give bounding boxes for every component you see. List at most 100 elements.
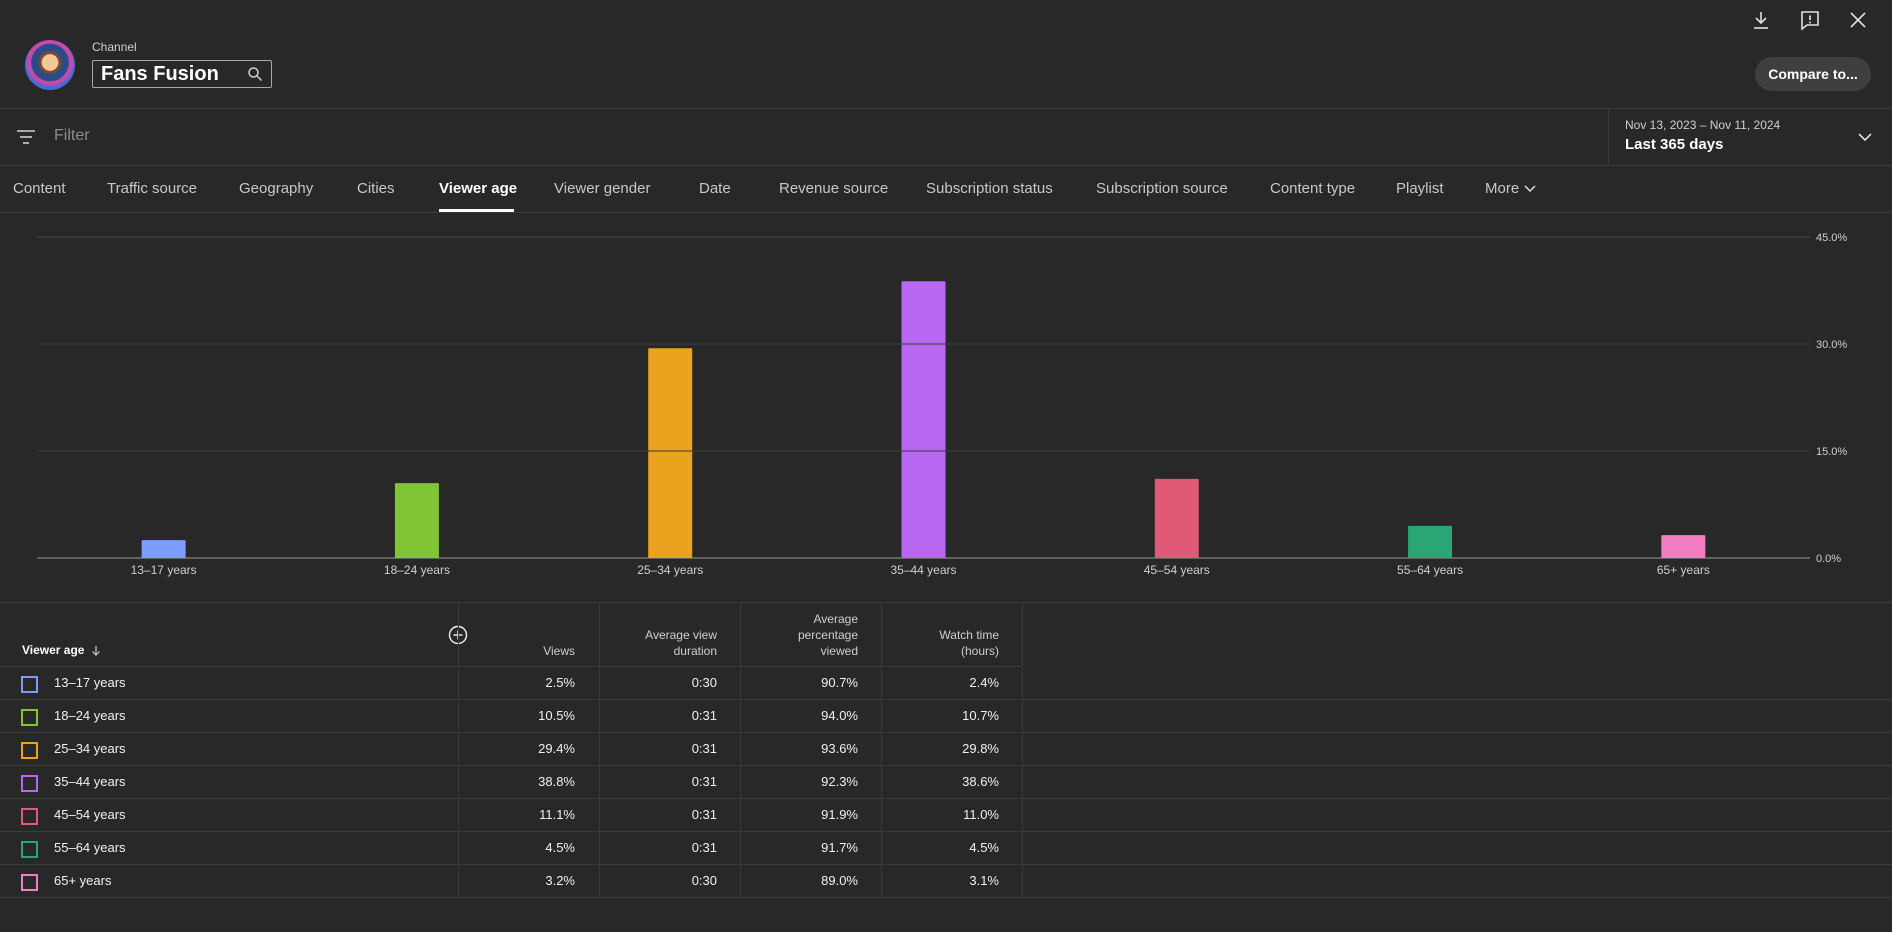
cell-avg-percentage-viewed: 91.9% xyxy=(821,807,858,822)
filter-input[interactable]: Filter xyxy=(54,127,90,144)
feedback-icon[interactable] xyxy=(1798,8,1822,32)
date-range-selector[interactable]: Nov 13, 2023 – Nov 11, 2024 Last 365 day… xyxy=(1608,109,1892,165)
download-icon[interactable] xyxy=(1749,8,1773,32)
series-checkbox[interactable] xyxy=(21,676,38,693)
x-tick-label: 45–54 years xyxy=(1144,563,1210,577)
tab-subscription-status[interactable]: Subscription status xyxy=(926,180,1053,197)
row-label: 18–24 years xyxy=(54,708,126,723)
bar[interactable] xyxy=(901,281,946,558)
filter-bar: Filter Nov 13, 2023 – Nov 11, 2024 Last … xyxy=(0,109,1892,166)
cell-avg-view-duration: 0:31 xyxy=(691,840,717,855)
tab-more[interactable]: More xyxy=(1485,180,1537,197)
cell-avg-view-duration: 0:30 xyxy=(691,873,717,888)
cell-avg-view-duration: 0:31 xyxy=(691,708,717,723)
tab-geography[interactable]: Geography xyxy=(239,180,314,197)
cell-avg-percentage-viewed: 89.0% xyxy=(821,873,858,888)
series-checkbox[interactable] xyxy=(21,775,38,792)
table-body: 13–17 years 2.5% 0:30 90.7% 2.4% 18–24 years 1… xyxy=(0,667,1892,898)
bar[interactable] xyxy=(394,483,439,558)
viewer-age-chart: 0.0% 15.0% 30.0% 45.0% 13–17 years 18–24 year… xyxy=(37,232,1847,577)
bar[interactable] xyxy=(648,348,693,558)
column-divider xyxy=(881,603,882,896)
tab-more-label: More xyxy=(1485,180,1520,197)
tab-cities[interactable]: Cities xyxy=(357,180,395,197)
column-header-views[interactable]: Views xyxy=(543,644,575,658)
row-divider xyxy=(1022,831,1892,832)
cell-views: 29.4% xyxy=(538,741,575,756)
chevron-down-icon[interactable] xyxy=(1857,129,1873,145)
date-period-text: Last 365 days xyxy=(1625,136,1724,153)
table-row[interactable]: 35–44 years 38.8% 0:31 92.3% 38.6% xyxy=(0,766,1892,799)
filter-icon[interactable] xyxy=(15,128,37,146)
row-label: 65+ years xyxy=(54,873,112,888)
compare-button[interactable]: Compare to... xyxy=(1755,57,1871,91)
bar[interactable] xyxy=(1154,478,1199,558)
series-checkbox[interactable] xyxy=(21,709,38,726)
column-header-label: Viewer age xyxy=(22,643,85,657)
row-divider xyxy=(1022,699,1892,700)
table-row[interactable]: 65+ years 3.2% 0:30 89.0% 3.1% xyxy=(0,865,1892,898)
column-header-avg-percentage-viewed[interactable]: Average percentage viewed xyxy=(797,612,858,658)
arrow-down-icon xyxy=(92,645,101,656)
tab-viewer-gender[interactable]: Viewer gender xyxy=(554,180,651,197)
tab-content[interactable]: Content xyxy=(13,180,66,197)
cell-avg-view-duration: 0:31 xyxy=(691,807,717,822)
cell-views: 3.2% xyxy=(545,873,575,888)
data-table: Viewer age Views Average view duration A… xyxy=(0,603,1892,898)
bar[interactable] xyxy=(1408,525,1453,558)
table-row[interactable]: 25–34 years 29.4% 0:31 93.6% 29.8% xyxy=(0,733,1892,766)
divider xyxy=(0,602,1892,603)
y-tick-label: 30.0% xyxy=(1816,339,1847,351)
column-divider xyxy=(599,603,600,896)
series-checkbox[interactable] xyxy=(21,808,38,825)
row-divider xyxy=(1022,798,1892,799)
row-label: 35–44 years xyxy=(54,774,126,789)
series-checkbox[interactable] xyxy=(21,874,38,891)
tab-revenue-source[interactable]: Revenue source xyxy=(779,180,889,197)
table-row[interactable]: 55–64 years 4.5% 0:31 91.7% 4.5% xyxy=(0,832,1892,865)
tab-viewer-age[interactable]: Viewer age xyxy=(439,180,518,197)
cell-watch-time: 38.6% xyxy=(962,774,999,789)
header-bar: Channel Fans Fusion Compare to... xyxy=(0,0,1892,109)
table-header: Viewer age Views Average view duration A… xyxy=(0,603,1022,667)
cell-views: 11.1% xyxy=(539,807,575,822)
table-row[interactable]: 18–24 years 10.5% 0:31 94.0% 10.7% xyxy=(0,700,1892,733)
column-header-avg-view-duration[interactable]: Average view duration xyxy=(645,628,717,658)
tab-traffic-source[interactable]: Traffic source xyxy=(107,180,198,197)
x-tick-label: 55–64 years xyxy=(1397,563,1463,577)
cell-views: 2.5% xyxy=(545,675,575,690)
cell-avg-view-duration: 0:30 xyxy=(691,675,717,690)
date-range-text: Nov 13, 2023 – Nov 11, 2024 xyxy=(1625,118,1781,132)
column-header-watch-time[interactable]: Watch time (hours) xyxy=(939,628,999,658)
x-tick-label: 65+ years xyxy=(1657,563,1710,577)
bar[interactable] xyxy=(1661,535,1706,558)
cell-avg-percentage-viewed: 93.6% xyxy=(821,741,858,756)
table-row[interactable]: 45–54 years 11.1% 0:31 91.9% 11.0% xyxy=(0,799,1892,832)
channel-avatar xyxy=(25,40,75,90)
cell-watch-time: 29.8% xyxy=(962,741,999,756)
tab-playlist[interactable]: Playlist xyxy=(1396,180,1444,197)
bar[interactable] xyxy=(141,540,186,558)
table-row[interactable]: 13–17 years 2.5% 0:30 90.7% 2.4% xyxy=(0,667,1892,700)
y-tick-label: 45.0% xyxy=(1816,232,1847,244)
row-label: 13–17 years xyxy=(54,675,126,690)
close-icon[interactable] xyxy=(1846,8,1870,32)
tab-content-type[interactable]: Content type xyxy=(1270,180,1356,197)
search-icon[interactable] xyxy=(247,66,263,82)
row-divider xyxy=(1022,732,1892,733)
series-checkbox[interactable] xyxy=(21,742,38,759)
column-header-viewer-age[interactable]: Viewer age xyxy=(22,643,102,657)
cell-views: 4.5% xyxy=(545,840,575,855)
channel-selector[interactable]: Fans Fusion xyxy=(92,60,272,88)
dimension-tabs: Content Traffic source Geography Cities … xyxy=(0,166,1892,213)
cell-views: 38.8% xyxy=(538,774,575,789)
x-tick-label: 13–17 years xyxy=(131,563,197,577)
column-divider xyxy=(458,603,459,896)
series-checkbox[interactable] xyxy=(21,841,38,858)
tab-date[interactable]: Date xyxy=(699,180,731,197)
cell-avg-percentage-viewed: 90.7% xyxy=(821,675,858,690)
tab-subscription-source[interactable]: Subscription source xyxy=(1096,180,1228,197)
chevron-down-icon xyxy=(1524,185,1536,193)
y-tick-label: 0.0% xyxy=(1816,553,1841,565)
column-divider xyxy=(1022,603,1023,896)
